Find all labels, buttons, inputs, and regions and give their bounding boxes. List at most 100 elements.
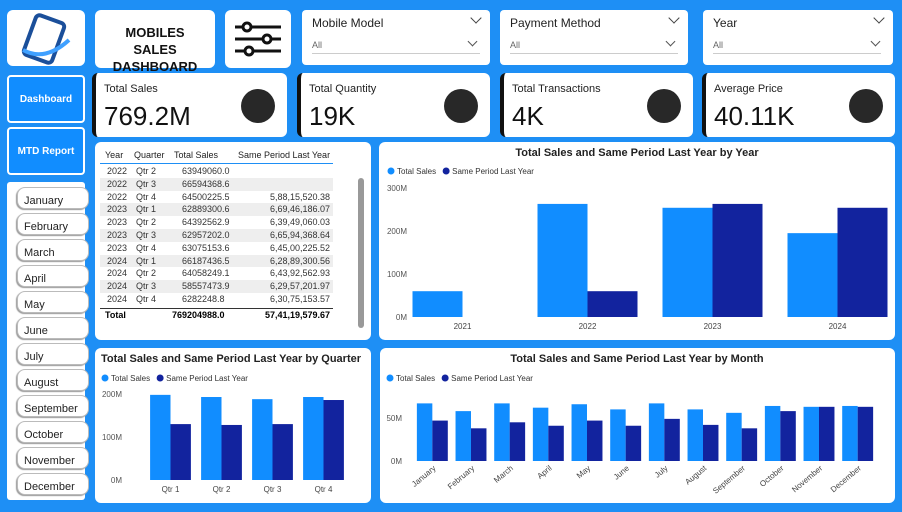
table-cell: 2023	[107, 230, 128, 240]
logo-icon	[21, 13, 71, 65]
chevron	[873, 12, 885, 24]
dashboard-button[interactable]: Dashboard	[7, 75, 85, 123]
month-button[interactable]: January	[17, 187, 89, 209]
slicer: Mobile Model All	[302, 10, 490, 65]
table-cell: 63075153.6	[182, 242, 230, 253]
x-tick-label: Qtr 1	[162, 485, 180, 494]
row-band	[100, 280, 333, 293]
bar	[803, 406, 819, 461]
x-tick-label: November	[790, 463, 824, 494]
table-cell: Qtr 1	[136, 255, 157, 266]
slicer-value[interactable]: All	[312, 40, 480, 54]
chevron	[668, 12, 680, 24]
table-cell: 5,88,15,520.38	[269, 191, 330, 202]
bar	[662, 207, 713, 317]
slicer-label: Mobile Model	[312, 16, 384, 30]
slicer-value[interactable]: All	[713, 40, 881, 54]
table-cell: Qtr 3	[136, 281, 157, 292]
table-cell: 6,39,49,060.03	[269, 217, 330, 228]
legend-label: Total Sales	[111, 374, 150, 383]
bar	[857, 406, 874, 461]
table-cell: 63949060.0	[182, 166, 230, 176]
y-tick-label: 200M	[387, 227, 407, 236]
column-header: Year	[105, 150, 124, 160]
table-cell: 58557473.9	[182, 281, 230, 292]
chart-title: Total Sales and Same Period Last Year by…	[515, 147, 759, 159]
kpi-icon	[241, 89, 275, 123]
bar	[416, 403, 433, 461]
row-band	[100, 229, 333, 242]
table-cell: 2023	[107, 217, 128, 228]
x-tick-label: 2021	[454, 322, 472, 331]
legend-label: Same Period Last Year	[451, 374, 533, 383]
y-tick-label: 200M	[102, 390, 122, 399]
x-tick-label: February	[446, 464, 476, 491]
legend-swatch	[387, 167, 395, 175]
slicer: Payment Method All	[500, 10, 688, 65]
filter-button[interactable]	[225, 10, 291, 68]
month-button[interactable]: May	[17, 291, 89, 313]
month-button[interactable]: March	[17, 239, 89, 261]
row-band	[100, 203, 333, 217]
logo	[7, 10, 85, 66]
y-tick-label: 100M	[387, 270, 407, 279]
dashboard-title: MOBILES SALES DASHBOARD	[112, 25, 198, 74]
month-button[interactable]: July	[17, 343, 89, 365]
bar	[664, 418, 680, 461]
y-tick-label: 0M	[396, 313, 407, 322]
month-button[interactable]: October	[17, 421, 89, 443]
total-rule	[100, 307, 333, 309]
y-tick-label: 100M	[102, 433, 122, 442]
kpi-value: 4K	[512, 101, 544, 131]
header-rule	[100, 163, 333, 164]
bar	[221, 424, 242, 480]
x-tick-label: March	[492, 464, 515, 485]
table-cell: Qtr 1	[136, 204, 157, 215]
legend-label: Total Sales	[396, 374, 435, 383]
slicer-label: Year	[713, 16, 738, 30]
legend-swatch	[386, 374, 394, 382]
table-cell: 2024	[107, 255, 128, 266]
y-tick-label: 0M	[111, 476, 122, 485]
table-cell: 6,45,00,225.52	[269, 242, 330, 253]
column-header: Total Sales	[174, 150, 219, 160]
month-button[interactable]: November	[17, 447, 89, 469]
table-cell: Qtr 3	[136, 178, 157, 189]
kpi-label: Total Transactions	[512, 83, 601, 95]
kpi-value: 40.11K	[714, 101, 795, 131]
table-cell: Qtr 2	[136, 166, 157, 176]
filter-icon	[235, 21, 281, 57]
table-cell: 6,65,94,368.64	[269, 230, 330, 240]
table-cell: 6,43,92,562.93	[269, 268, 330, 279]
x-tick-label: Qtr 4	[315, 485, 333, 494]
month-button[interactable]: December	[17, 473, 89, 495]
bar	[412, 291, 463, 317]
month-button[interactable]: September	[17, 395, 89, 417]
x-tick-label: June	[612, 463, 631, 481]
bar	[509, 422, 526, 461]
bar	[687, 409, 703, 461]
legend-label: Total Sales	[397, 167, 436, 176]
month-button[interactable]: April	[17, 265, 89, 287]
bar	[571, 404, 587, 461]
month-button[interactable]: August	[17, 369, 89, 391]
scrollbar[interactable]	[358, 178, 364, 328]
table-cell: 62889300.6	[182, 204, 230, 215]
bar	[170, 424, 191, 480]
x-tick-label: July	[653, 464, 670, 480]
bar	[201, 397, 222, 480]
kpi-card: Total Transactions 4K	[500, 73, 693, 137]
table-cell: 2022	[107, 178, 128, 189]
kpi-label: Average Price	[714, 83, 783, 95]
table-cell: 2023	[107, 242, 128, 253]
x-tick-label: 2024	[829, 322, 847, 331]
month-slicer: January February March April May June July Augu…	[7, 182, 89, 500]
month-button[interactable]: February	[17, 213, 89, 235]
mtd-button[interactable]: MTD Report	[7, 127, 85, 175]
legend-swatch	[442, 167, 450, 175]
kpi-value: 769.2M	[104, 101, 191, 131]
table-cell: 6,30,75,153.57	[269, 294, 330, 304]
slicer-value[interactable]: All	[510, 40, 678, 54]
month-button[interactable]: June	[17, 317, 89, 339]
kpi-value: 19K	[309, 101, 356, 131]
